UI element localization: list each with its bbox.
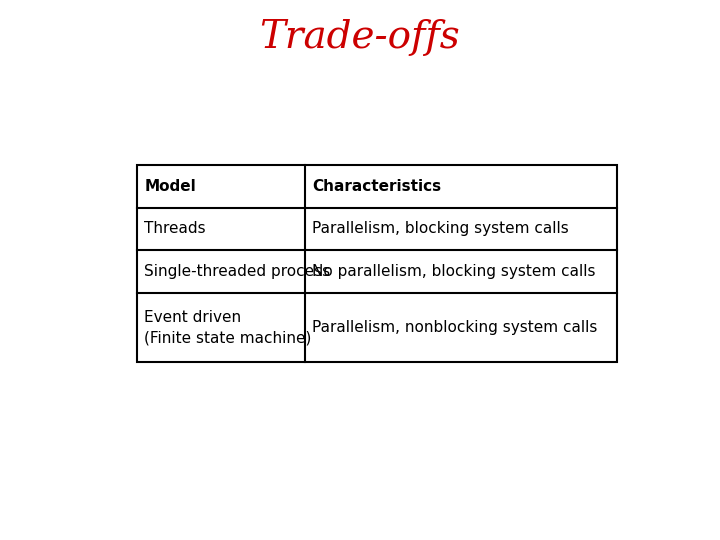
Text: Trade-offs: Trade-offs xyxy=(260,19,460,56)
Bar xyxy=(138,165,617,362)
Text: Model: Model xyxy=(144,179,196,193)
Text: Characteristics: Characteristics xyxy=(312,179,441,193)
Text: Threads: Threads xyxy=(144,221,206,237)
Text: No parallelism, blocking system calls: No parallelism, blocking system calls xyxy=(312,265,595,279)
Text: Event driven
(Finite state machine): Event driven (Finite state machine) xyxy=(144,310,312,345)
Text: Parallelism, blocking system calls: Parallelism, blocking system calls xyxy=(312,221,569,237)
Text: Single-threaded process: Single-threaded process xyxy=(144,265,330,279)
Text: Parallelism, nonblocking system calls: Parallelism, nonblocking system calls xyxy=(312,320,598,335)
